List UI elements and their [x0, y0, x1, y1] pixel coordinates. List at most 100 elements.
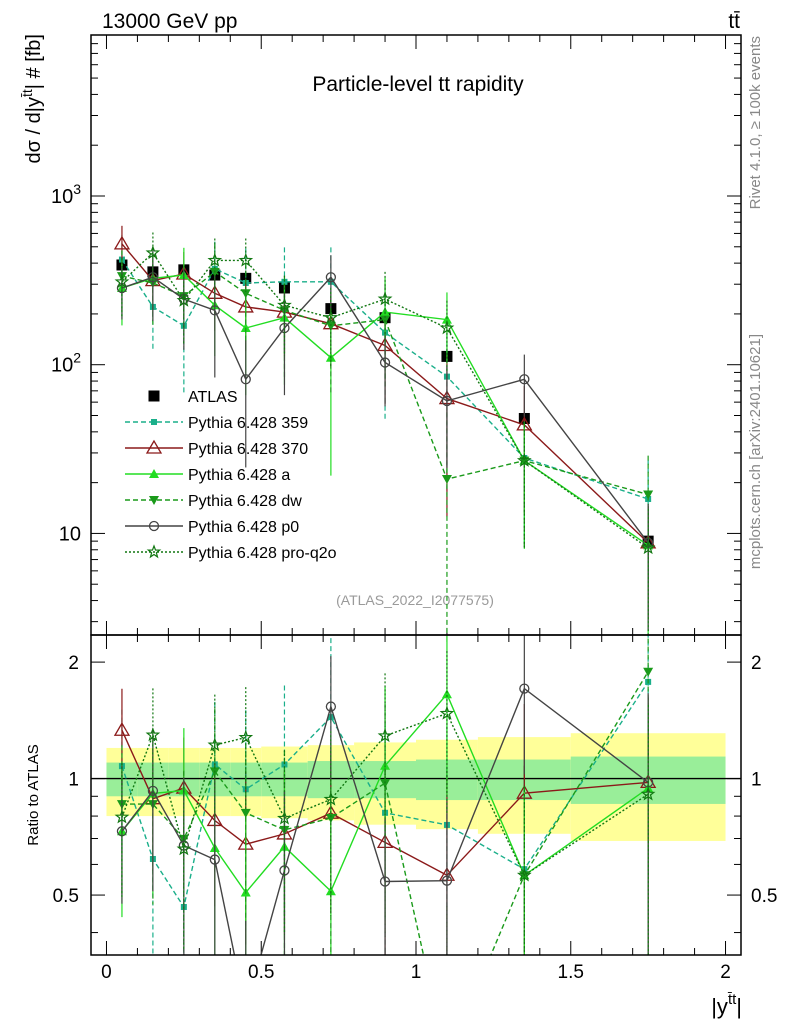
marker-star — [439, 705, 455, 720]
legend-item-pp0: Pythia 6.428 p0 — [125, 519, 299, 536]
series-layer — [113, 225, 657, 1014]
marker-star — [238, 252, 254, 267]
main-y-axis-label-main: dσ / d|y — [23, 97, 45, 163]
x-axis-label-main: |y — [711, 994, 728, 1019]
legend-item-p370: Pythia 6.428 370 — [125, 439, 308, 458]
marker-star — [323, 791, 339, 806]
marker-triangle-down — [240, 289, 251, 299]
marker-circle-open — [241, 1005, 250, 1014]
marker-triangle-open — [145, 439, 163, 454]
series-pdw — [116, 244, 654, 635]
marker-triangle-down — [149, 496, 159, 505]
legend-item-p359: Pythia 6.428 359 — [125, 415, 308, 432]
ratio-series-pq2o — [114, 651, 656, 955]
marker-circle-open — [379, 876, 391, 887]
y-tick-label-exponent: 2 — [73, 350, 81, 366]
ratio-tick-label-left: 2 — [68, 653, 79, 674]
legend-label: Pythia 6.428 pro-q2o — [188, 545, 337, 562]
marker-star — [277, 297, 292, 312]
marker-circle-open — [325, 272, 337, 283]
ratio-tick-label-left: 1 — [68, 770, 79, 791]
legend-label: ATLAS — [188, 389, 238, 406]
x-axis-label: |yt̄t| — [711, 991, 742, 1019]
chart-title-t: t — [444, 73, 450, 96]
ratio-y-axis-label: Ratio to ATLAS — [25, 744, 42, 845]
marker-star — [640, 786, 656, 801]
marker-triangle-down — [325, 814, 336, 824]
y-tick-label: 102 — [51, 350, 81, 377]
header-process-label: tt̄ — [728, 10, 740, 33]
header-energy-label: 13000 GeV pp — [102, 10, 237, 33]
ratio-plot-frame — [90, 634, 742, 956]
marker-triangle-open — [113, 721, 131, 736]
analysis-watermark: (ATLAS_2022_I2077575) — [336, 592, 494, 608]
marker-square — [148, 390, 160, 402]
marker-circle-open — [240, 374, 251, 385]
legend-item-ATLAS: ATLAS — [148, 389, 238, 406]
legend-item-pq2o: Pythia 6.428 pro-q2o — [125, 544, 337, 562]
ratio-tick-label-left: 0.5 — [53, 886, 79, 907]
marker-circle-open — [441, 875, 453, 886]
marker-triangle-down — [643, 667, 654, 677]
marker-square — [240, 272, 252, 284]
marker-circle-open — [519, 683, 530, 694]
main-y-axis-label-end: | # [fb] — [23, 34, 45, 89]
chart-title-main: Particle-level t — [312, 73, 444, 96]
marker-triangle-down — [325, 321, 336, 331]
marker-star — [145, 245, 161, 260]
marker-star — [207, 737, 223, 752]
ratio-tick-label-right: 2 — [751, 653, 762, 674]
marker-star — [176, 841, 192, 856]
y-tick-label: 10 — [59, 523, 81, 545]
y-tick-label-base: 10 — [51, 355, 73, 377]
marker-circle-open — [209, 305, 220, 316]
x-tick-label: 0.5 — [248, 962, 274, 983]
mcplots-reference-label: mcplots.cern.ch [arXiv:2401.10621] — [747, 334, 764, 569]
ratio-tick-label-right: 0.5 — [751, 886, 777, 907]
x-axis-label-end: | — [736, 994, 742, 1019]
marker-star — [323, 310, 339, 324]
x-axis-label-sup: t̄t — [727, 991, 737, 1008]
x-tick-label: 2 — [720, 962, 731, 983]
y-tick-label-exponent: 3 — [73, 181, 81, 197]
ratio-tick-label-right: 1 — [751, 770, 762, 791]
rivet-version-label: Rivet 4.1.0, ≥ 100k events — [747, 36, 764, 209]
y-tick-label-base: 10 — [51, 186, 73, 208]
legend-label: Pythia 6.428 359 — [188, 415, 308, 432]
marker-triangle-down — [380, 779, 391, 789]
legend-label: Pythia 6.428 370 — [188, 441, 308, 458]
marker-circle-open — [441, 395, 453, 407]
marker-circle-open — [519, 374, 530, 385]
marker-star — [145, 727, 161, 742]
marker-circle-open — [209, 854, 220, 865]
main-y-axis-label-sup: t̄t — [19, 89, 35, 97]
marker-circle-open — [148, 520, 160, 532]
series-line — [121, 259, 649, 500]
marker-star — [516, 867, 532, 882]
marker-triangle-open — [113, 235, 131, 250]
marker-star — [377, 728, 393, 743]
marker-star — [377, 291, 393, 306]
marker-star — [277, 810, 292, 825]
marker-star — [176, 292, 192, 307]
marker-triangle — [441, 689, 452, 699]
marker-triangle — [441, 314, 452, 324]
marker-star — [439, 320, 455, 335]
x-tick-label: 1 — [411, 962, 422, 983]
legend: ATLAS Pythia 6.428 359 Pythia 6.428 370 Pyt… — [125, 389, 337, 562]
marker-circle-open — [325, 701, 337, 712]
marker-star — [640, 540, 656, 555]
marker-star — [114, 809, 130, 824]
y-tick-label-base: 10 — [59, 523, 81, 545]
legend-item-pdw: Pythia 6.428 dw — [125, 493, 302, 510]
chart-title-end: rapidity — [450, 73, 524, 96]
x-tick-label: 1.5 — [558, 962, 584, 983]
marker-square-small — [281, 278, 288, 285]
legend-item-pa: Pythia 6.428 a — [125, 467, 290, 484]
marker-square-small — [151, 419, 157, 425]
series-line — [121, 251, 649, 549]
marker-star — [207, 252, 223, 267]
marker-star — [516, 452, 532, 467]
